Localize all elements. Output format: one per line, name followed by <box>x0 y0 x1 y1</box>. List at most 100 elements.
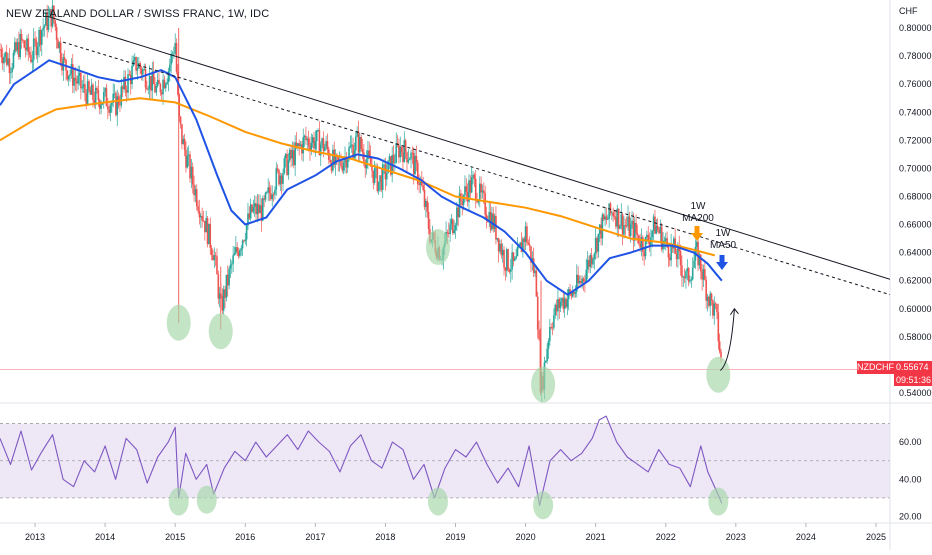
price-candle-body <box>94 87 97 105</box>
price-candle-body <box>142 69 144 75</box>
price-candle-body <box>403 140 406 163</box>
price-candle-body <box>27 38 30 52</box>
price-candle-body <box>214 255 217 257</box>
price-candle-body <box>156 79 159 87</box>
price-candle-body <box>398 144 400 158</box>
price-candle-body <box>699 254 702 272</box>
price-candle-body <box>224 289 226 298</box>
price-candle-body <box>600 224 602 239</box>
price-candle-body <box>656 225 659 230</box>
price-candle-body <box>361 148 364 153</box>
time-axis-tick-label: 2014 <box>95 532 115 542</box>
price-candle-body <box>473 174 476 179</box>
price-candle-body <box>504 267 507 271</box>
price-candle-body <box>642 237 644 252</box>
price-candle-body <box>46 12 48 30</box>
price-candle-body <box>146 87 148 90</box>
price-candle-body <box>7 58 9 65</box>
price-candle-body <box>0 49 3 58</box>
price-candle-body <box>426 200 429 212</box>
bar-countdown: 09:51:36 <box>894 374 932 386</box>
price-candle-body <box>307 138 310 146</box>
rsi-low-highlight-circle <box>168 487 189 516</box>
price-candle-body <box>563 298 566 309</box>
price-candle-body <box>18 42 20 58</box>
price-candle-body <box>415 155 418 163</box>
price-candle-body <box>147 89 150 90</box>
price-candle-body <box>633 222 636 241</box>
price-candle-body <box>30 54 32 63</box>
price-candle-body <box>480 183 482 193</box>
price-candle-body <box>261 198 264 221</box>
price-candle-body <box>342 162 345 171</box>
price-candle-body <box>179 116 182 125</box>
price-candle-body <box>96 87 98 90</box>
price-candle-body <box>425 200 427 207</box>
price-candle-body <box>39 29 42 45</box>
price-candle-body <box>148 76 151 90</box>
price-candle-body <box>514 258 516 261</box>
price-candle-body <box>329 159 331 163</box>
price-candle-body <box>474 178 477 201</box>
price-candle-body <box>418 184 420 186</box>
price-candle-body <box>178 94 181 117</box>
price-candle-body <box>511 252 513 270</box>
price-candle-body <box>690 279 693 281</box>
price-candle-body <box>602 214 605 220</box>
price-candle-body <box>84 84 86 94</box>
price-candle-body <box>256 204 259 215</box>
time-axis-tick-label: 2025 <box>866 532 886 542</box>
price-candle-body <box>272 194 275 196</box>
price-candle-body <box>81 87 84 89</box>
price-candle-body <box>695 241 698 247</box>
price-candle-body <box>202 220 205 222</box>
price-candle-body <box>569 289 571 292</box>
price-candle-body <box>284 153 287 159</box>
price-candle-body <box>313 137 315 149</box>
price-candle-body <box>519 242 521 246</box>
price-candle-body <box>586 259 589 270</box>
price-candle-body <box>385 173 388 180</box>
price-candle-body <box>499 243 501 252</box>
price-candle-body <box>12 52 15 68</box>
price-candle-body <box>248 213 251 219</box>
price-candle-body <box>249 204 252 219</box>
price-candle-body <box>561 297 563 302</box>
price-candle-body <box>369 156 372 167</box>
price-candle-body <box>681 265 683 278</box>
price-candle-body <box>588 259 590 267</box>
price-candle-body <box>604 216 606 220</box>
price-candle-body <box>183 138 186 151</box>
ma50-annotation-line2: MA50 <box>709 240 737 251</box>
time-axis-tick-label: 2023 <box>726 532 746 542</box>
price-candle-body <box>131 65 133 85</box>
price-candle-body <box>593 253 596 260</box>
price-candle-body <box>166 82 168 85</box>
price-candle-body <box>456 207 458 226</box>
price-candle-body <box>24 47 27 51</box>
price-candle-body <box>605 216 608 220</box>
price-candle-body <box>709 293 712 306</box>
price-candle-body <box>244 239 247 241</box>
price-candle-body <box>345 156 348 168</box>
price-candle-body <box>706 296 709 301</box>
price-candle-body <box>652 216 655 232</box>
price-candle-body <box>61 61 63 71</box>
price-candle-body <box>255 203 257 215</box>
price-candle-body <box>53 5 55 21</box>
price-candle-body <box>367 150 369 160</box>
ma200-down-arrow-shaft <box>694 226 700 234</box>
price-candle-body <box>505 249 508 271</box>
price-candle-body <box>368 150 371 157</box>
price-candle-body <box>330 162 333 171</box>
price-candle-body <box>73 77 75 86</box>
price-candle-body <box>718 341 721 352</box>
price-candle-body <box>664 238 667 241</box>
rsi-low-highlight-circle <box>533 491 554 520</box>
price-candle-body <box>509 269 512 272</box>
price-axis-tick-label: 0.70000 <box>899 163 932 173</box>
price-candle-body <box>57 39 59 49</box>
price-candle-body <box>539 339 542 392</box>
